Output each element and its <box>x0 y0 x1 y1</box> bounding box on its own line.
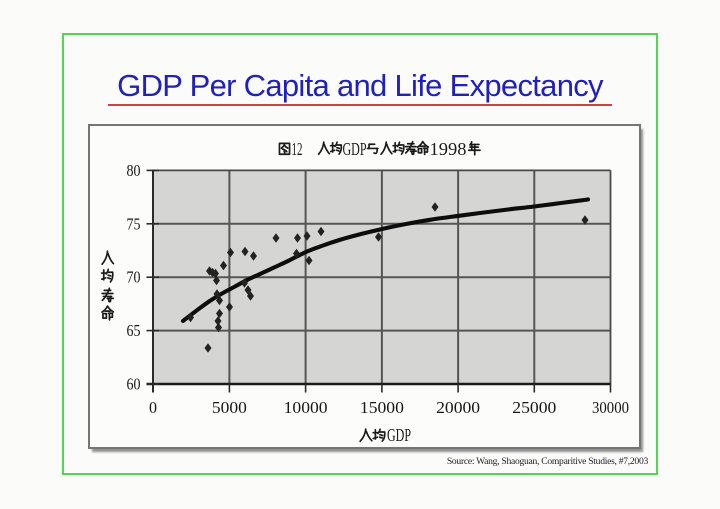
svg-text:60: 60 <box>127 375 141 394</box>
svg-text:65: 65 <box>127 321 141 340</box>
svg-text:15000: 15000 <box>360 398 404 417</box>
svg-text:30000: 30000 <box>592 398 629 417</box>
svg-text:0: 0 <box>149 398 157 417</box>
svg-text:12: 12 <box>292 139 303 159</box>
svg-text:1998: 1998 <box>430 139 467 159</box>
svg-text:5000: 5000 <box>212 398 247 417</box>
svg-text:25000: 25000 <box>512 398 556 417</box>
svg-text:80: 80 <box>127 161 141 180</box>
svg-text:GDP: GDP <box>387 425 411 445</box>
svg-text:70: 70 <box>127 268 141 287</box>
svg-text:20000: 20000 <box>436 398 480 417</box>
svg-text:10000: 10000 <box>284 398 328 417</box>
svg-text:GDP: GDP <box>343 139 367 159</box>
svg-text:75: 75 <box>127 214 141 233</box>
